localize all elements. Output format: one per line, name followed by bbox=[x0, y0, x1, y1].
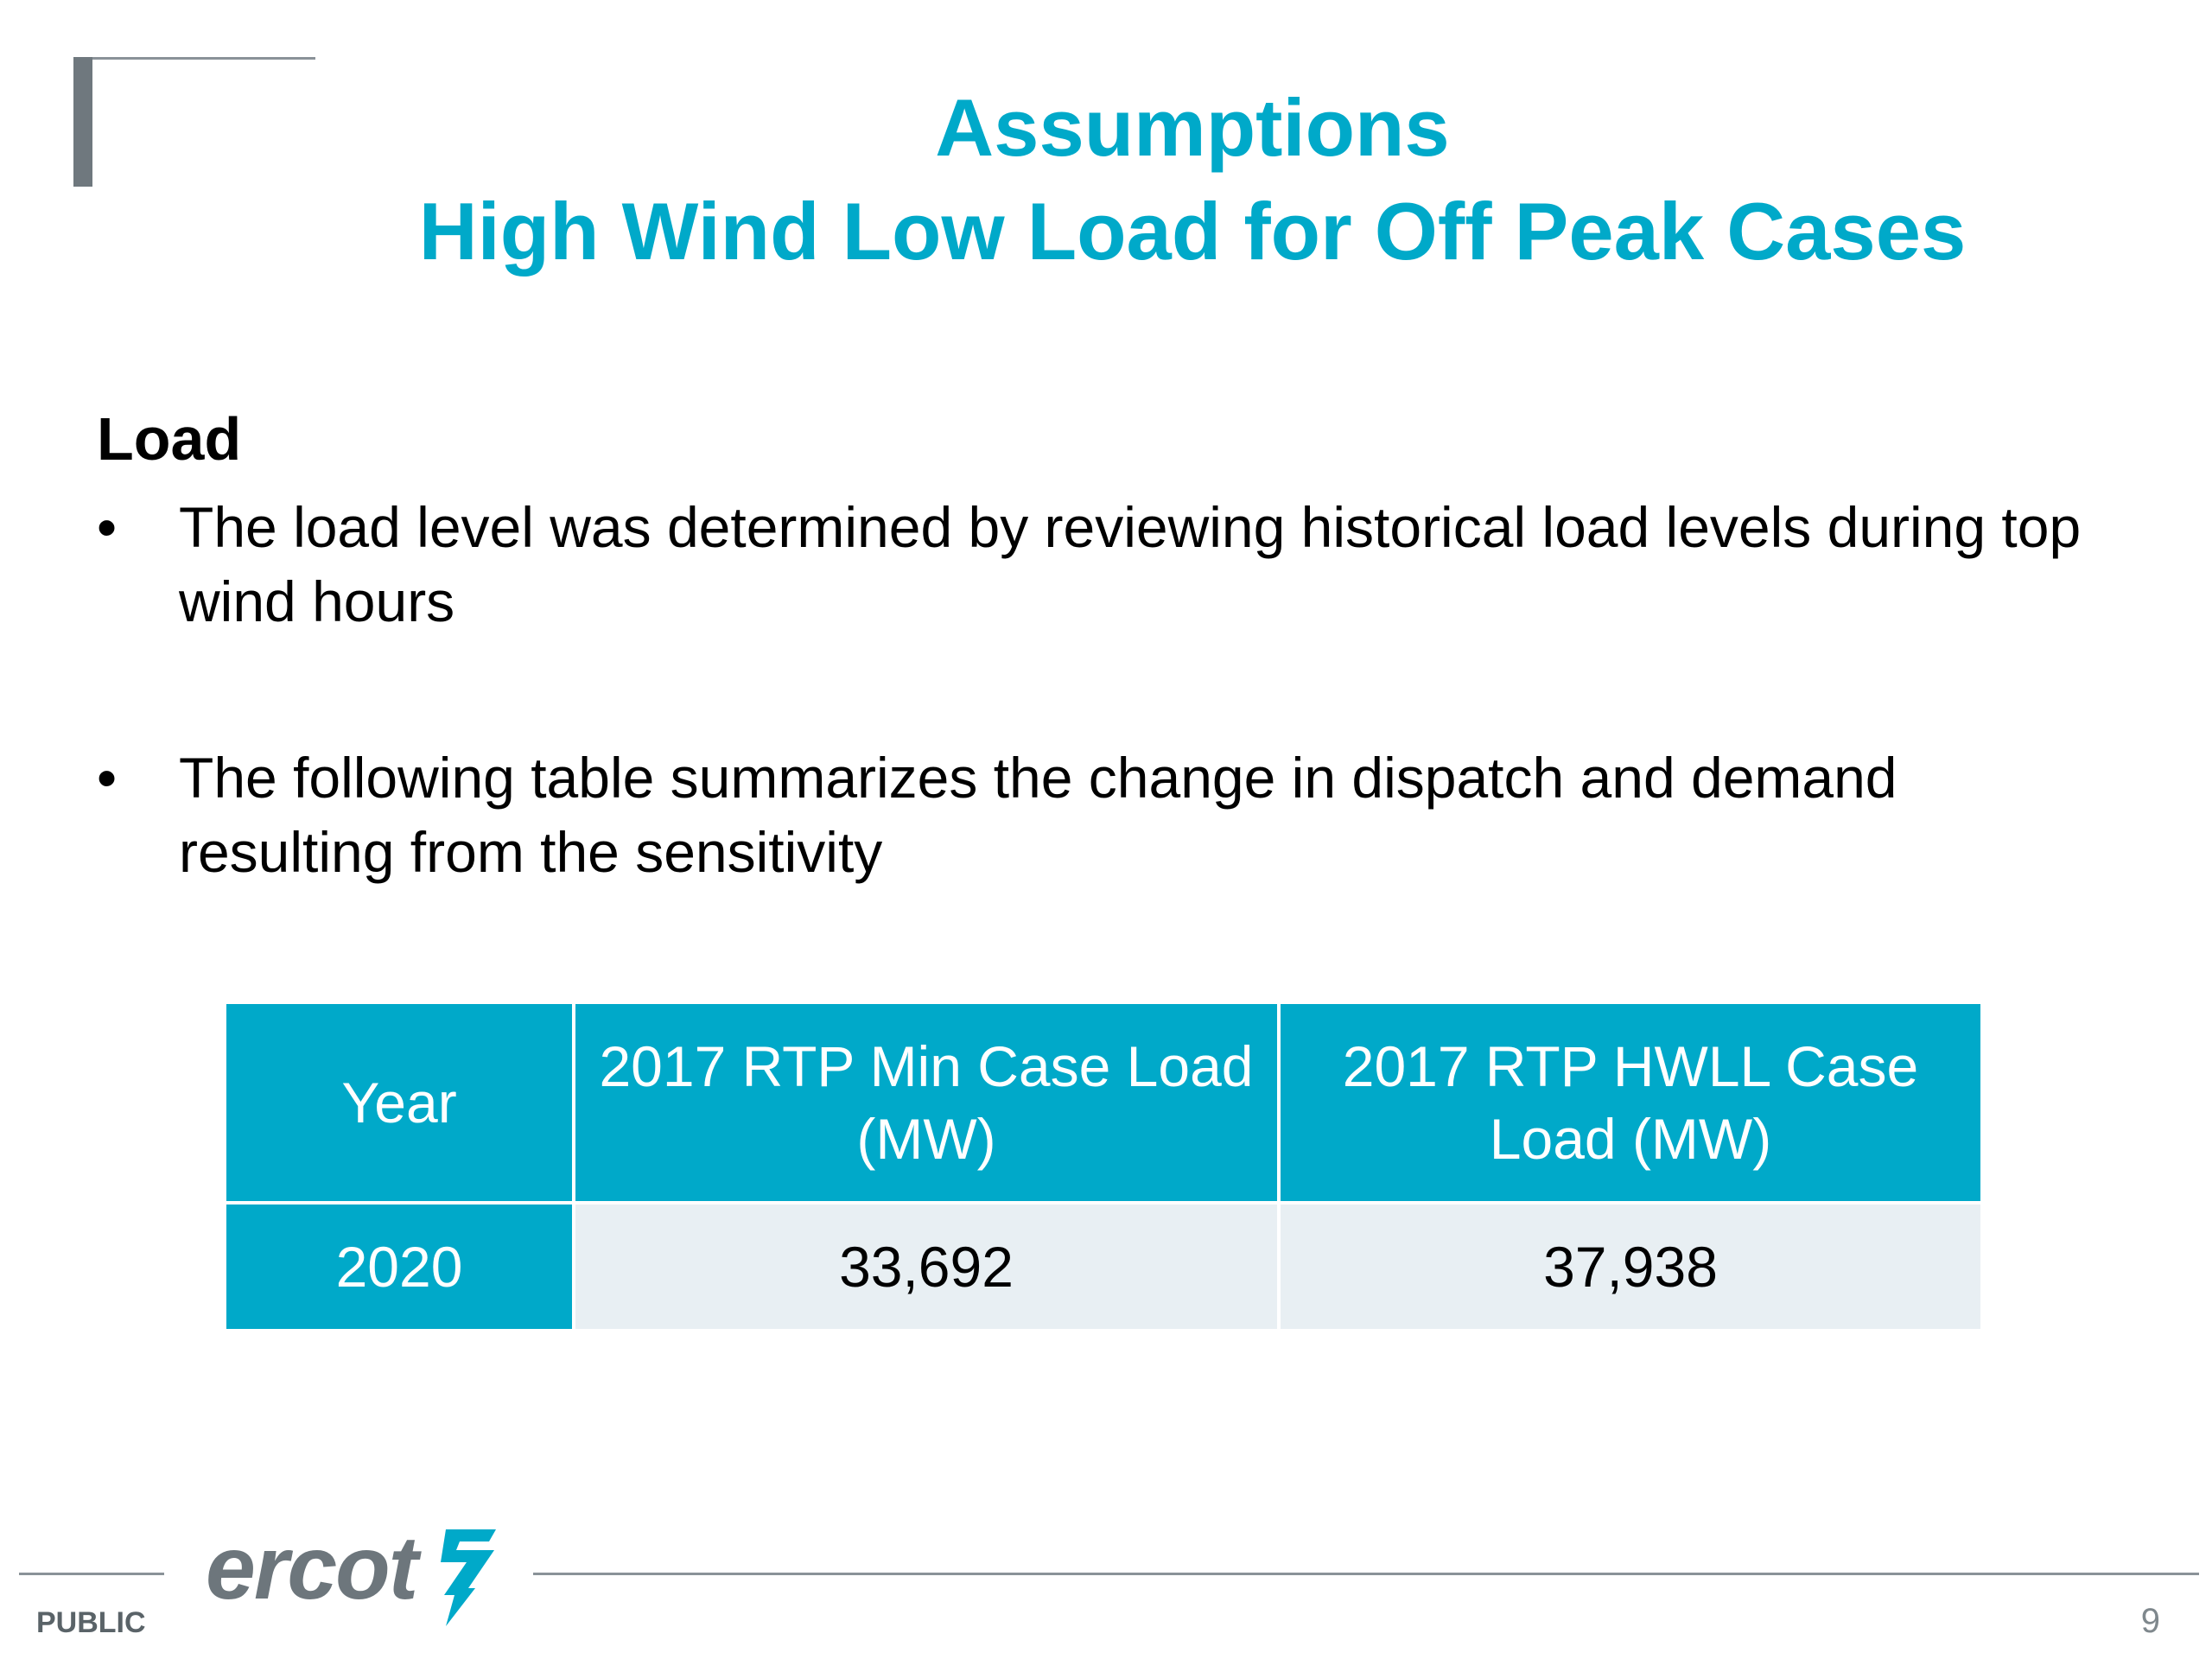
cell-min-case-load: 33,692 bbox=[572, 1201, 1281, 1332]
header-hwll-case-load: 2017 RTP HWLL Case Load (MW) bbox=[1277, 1001, 1984, 1205]
corner-bracket-top bbox=[73, 57, 315, 60]
table-row: 2020 33,692 37,938 bbox=[223, 1201, 1984, 1332]
header-min-case-load: 2017 RTP Min Case Load (MW) bbox=[572, 1001, 1281, 1205]
bullet-item: • The following table summarizes the cha… bbox=[97, 741, 2110, 889]
bullet-list: • The load level was determined by revie… bbox=[97, 490, 2110, 889]
slide-title-line2: High Wind Low Load for Off Peak Cases bbox=[418, 186, 1967, 276]
corner-bracket bbox=[73, 57, 315, 187]
section-heading: Load bbox=[97, 405, 242, 473]
slide-title-line1: Assumptions bbox=[935, 82, 1450, 173]
footer-divider-right bbox=[533, 1573, 2199, 1575]
bullet-item: • The load level was determined by revie… bbox=[97, 490, 2110, 639]
page-number: 9 bbox=[2140, 1602, 2160, 1640]
bullet-text: The load level was determined by reviewi… bbox=[179, 495, 2082, 633]
slide-title: Assumptions High Wind Low Load for Off P… bbox=[173, 76, 2212, 283]
bullet-marker: • bbox=[97, 495, 118, 559]
bullet-marker: • bbox=[97, 746, 118, 810]
bullet-text: The following table summarizes the chang… bbox=[179, 746, 1897, 884]
ercot-bolt-icon bbox=[420, 1526, 499, 1632]
load-table: Year 2017 RTP Min Case Load (MW) 2017 RT… bbox=[223, 1001, 1984, 1332]
table-header-row: Year 2017 RTP Min Case Load (MW) 2017 RT… bbox=[223, 1001, 1984, 1205]
footer-divider-left bbox=[19, 1573, 164, 1575]
header-year: Year bbox=[223, 1001, 575, 1205]
logo-text: ercot bbox=[206, 1518, 418, 1618]
ercot-logo: ercot bbox=[206, 1518, 499, 1626]
classification-label: PUBLIC bbox=[36, 1606, 146, 1639]
cell-year: 2020 bbox=[223, 1201, 575, 1332]
corner-bracket-left bbox=[73, 57, 92, 187]
cell-hwll-case-load: 37,938 bbox=[1277, 1201, 1984, 1332]
